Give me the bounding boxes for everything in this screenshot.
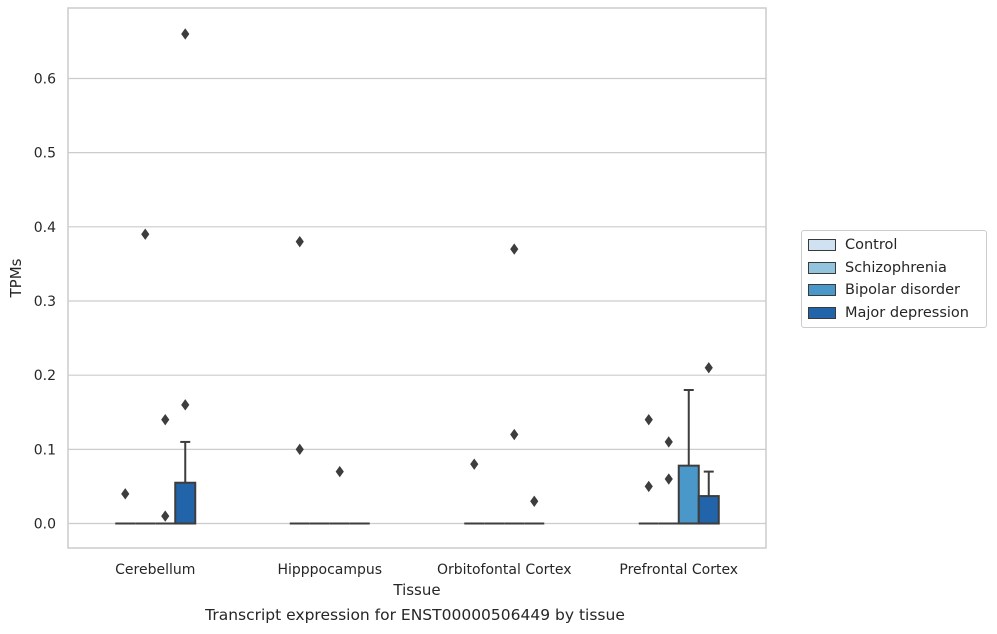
box-cerebellum-major-depression (174, 481, 197, 525)
outlier-point-cerebellum-major-depression-1 (181, 399, 190, 411)
x-tick-label-cerebellum: Cerebellum (115, 562, 195, 578)
x-tick-label-prefrontal-cortex: Prefrontal Cortex (619, 562, 738, 578)
legend-item-bipolar-disorder: Bipolar disorder (802, 279, 986, 302)
x-tick-label-hipppocampus: Hipppocampus (277, 562, 382, 578)
y-tick-labels: 0.0 0.1 0.2 0.3 0.4 0.5 0.6 (34, 71, 56, 532)
outlier-point-hipppocampus-control-0 (295, 235, 304, 248)
legend-label-schizophrenia: Schizophrenia (845, 259, 947, 276)
y-tick-label: 0.2 (34, 368, 56, 384)
outlier-point-cerebellum-bipolar-disorder-1 (161, 510, 170, 522)
grid-lines (68, 77, 766, 525)
plot-frame (67, 7, 767, 549)
box-prefrontal-cortex-bipolar-disorder (677, 464, 700, 525)
legend-swatch-major-depression (808, 306, 836, 319)
y-tick-label: 0.0 (34, 517, 56, 533)
y-tick-label: 0.3 (34, 294, 56, 310)
outlier-point-hipppocampus-control-1 (295, 443, 304, 456)
outlier-point-prefrontal-cortex-control-0 (644, 413, 653, 426)
y-tick-label: 0.4 (34, 220, 56, 236)
legend-item-schizophrenia: Schizophrenia (802, 257, 986, 280)
x-tick-label-orbitofontal-cortex: Orbitofontal Cortex (437, 562, 572, 578)
y-tick-label: 0.6 (34, 71, 56, 87)
outlier-point-cerebellum-major-depression-0 (181, 28, 190, 40)
outlier-point-orbitofontal-cortex-bipolar-disorder-0 (510, 243, 519, 255)
x-tick-labels: Cerebellum Hipppocampus Orbitofontal Corte… (115, 562, 738, 578)
legend-swatch-control (808, 239, 836, 252)
legend: Control Schizophrenia Bipolar disorder M… (801, 230, 987, 328)
y-tick-label: 0.1 (34, 442, 56, 458)
legend-swatch-schizophrenia (808, 261, 836, 274)
outlier-point-prefrontal-cortex-schizophrenia-0 (664, 436, 673, 448)
outlier-marks (121, 28, 713, 522)
outlier-point-prefrontal-cortex-major-depression-0 (704, 362, 713, 374)
legend-swatch-bipolar-disorder (808, 284, 836, 297)
chart-caption: Transcript expression for ENST0000050644… (205, 606, 625, 624)
outlier-point-hipppocampus-bipolar-disorder-0 (335, 465, 344, 478)
legend-label-bipolar-disorder: Bipolar disorder (845, 282, 960, 299)
legend-label-major-depression: Major depression (845, 304, 969, 321)
outlier-point-prefrontal-cortex-control-1 (644, 480, 653, 493)
outlier-point-prefrontal-cortex-schizophrenia-1 (664, 473, 673, 485)
y-tick-label: 0.5 (34, 146, 56, 162)
outlier-point-cerebellum-control-0 (121, 488, 130, 500)
x-axis-label: Tissue (392, 581, 440, 599)
box-prefrontal-cortex-major-depression (697, 495, 720, 525)
outlier-point-orbitofontal-cortex-control-0 (470, 458, 479, 470)
outlier-point-cerebellum-schizophrenia-0 (141, 228, 150, 240)
legend-label-control: Control (845, 237, 898, 254)
box-marks (115, 389, 720, 525)
legend-item-major-depression: Major depression (802, 302, 986, 325)
outlier-point-orbitofontal-cortex-bipolar-disorder-1 (510, 428, 519, 441)
outlier-point-orbitofontal-cortex-major-depression-0 (530, 495, 539, 507)
outlier-point-cerebellum-bipolar-disorder-0 (161, 413, 170, 426)
y-axis-label: TPMs (7, 258, 25, 298)
legend-item-control: Control (802, 234, 986, 257)
